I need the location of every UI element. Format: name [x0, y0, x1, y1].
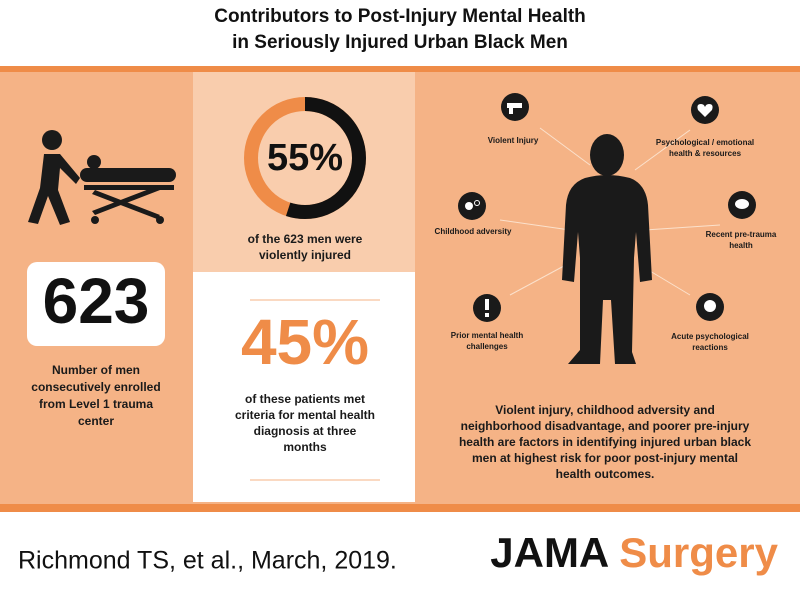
journal: JAMA Surgery — [490, 529, 778, 576]
journal-b: Surgery — [619, 529, 778, 576]
summary-line: men at highest risk for poor post-injury… — [472, 451, 738, 465]
stretcher-icon — [28, 130, 176, 225]
big-number: 623 — [43, 265, 150, 337]
silhouette — [562, 134, 652, 364]
journal-a: JAMA — [490, 529, 609, 576]
factor-icons — [458, 93, 756, 322]
title: in Seriously Injured Urban Black Men — [232, 32, 568, 53]
caption: consecutively enrolled — [31, 380, 160, 394]
caption: criteria for mental health — [235, 408, 375, 422]
factor-label: challenges — [466, 342, 508, 351]
caption: center — [78, 414, 114, 428]
caption: diagnosis at three — [254, 424, 357, 438]
ring-arc — [244, 97, 366, 219]
stripe — [0, 504, 800, 512]
summary-line: health are factors in identifying injure… — [459, 435, 751, 449]
summary-line: neighborhood disadvantage, and poorer pr… — [461, 419, 750, 433]
percent-label: 55% — [267, 137, 343, 179]
factor-label: Acute psychological — [671, 332, 749, 341]
caption: of the 623 men were — [248, 232, 363, 246]
factor-label: Prior mental health — [451, 331, 524, 340]
summary-line: Violent injury, childhood adversity and — [495, 403, 715, 417]
factor-label: Psychological / emotional — [656, 138, 754, 147]
factor-label: health — [729, 241, 753, 250]
factor-label: health & resources — [669, 149, 742, 158]
big-percent: 45% — [241, 306, 369, 378]
number-box — [27, 262, 165, 346]
factor-label: Childhood adversity — [435, 227, 512, 236]
caption: months — [283, 440, 327, 454]
title: Contributors to Post-Injury Mental Healt… — [214, 6, 586, 27]
caption: of these patients met — [245, 392, 365, 406]
summary-line: health outcomes. — [556, 467, 655, 481]
caption: violently injured — [259, 248, 351, 262]
factor-label: reactions — [692, 343, 728, 352]
factor-label: Violent Injury — [488, 136, 539, 145]
citation: Richmond TS, et al., March, 2019. — [18, 547, 397, 575]
caption: Number of men — [52, 363, 140, 377]
factor-label: Recent pre-trauma — [706, 230, 777, 239]
stripe — [0, 66, 800, 72]
caption: from Level 1 trauma — [39, 397, 153, 411]
panel-white — [193, 272, 415, 502]
